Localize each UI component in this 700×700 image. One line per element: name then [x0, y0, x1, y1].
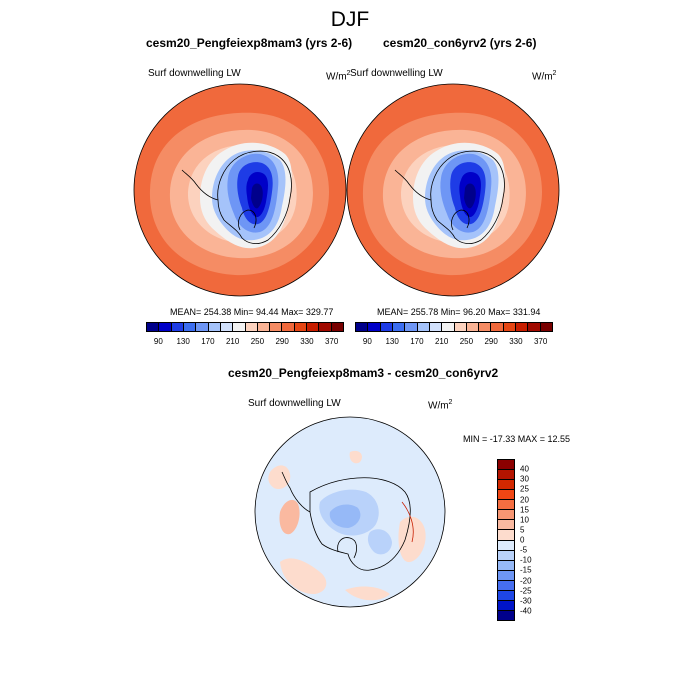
colorbar-swatch — [196, 323, 209, 331]
colorbar-tick-label: 170 — [201, 337, 215, 346]
colorbar-swatch — [417, 323, 430, 331]
colorbar-tick-label: 15 — [520, 505, 529, 515]
colorbar-swatch — [282, 323, 295, 331]
colorbar-swatch — [171, 323, 184, 331]
colorbar-swatch — [498, 590, 514, 601]
colorbar-swatch — [466, 323, 480, 331]
colorbar-swatch — [245, 323, 258, 331]
colorbar-tick-label: 290 — [275, 337, 289, 346]
colorbar-swatch — [528, 323, 541, 331]
colorbar-swatch — [220, 323, 234, 331]
left-colorbar — [146, 322, 344, 332]
colorbar-tick-label: 290 — [484, 337, 498, 346]
colorbar-swatch — [368, 323, 381, 331]
colorbar-tick-label: 30 — [520, 474, 529, 484]
colorbar-swatch — [270, 323, 283, 331]
right-units: W/m2 — [532, 70, 557, 83]
colorbar-swatch — [491, 323, 504, 331]
colorbar-tick-label: 330 — [509, 337, 523, 346]
colorbar-swatch — [257, 323, 271, 331]
colorbar-swatch — [498, 480, 514, 491]
colorbar-tick-label: 370 — [324, 337, 339, 346]
colorbar-tick-label: 20 — [520, 495, 529, 504]
colorbar-tick-label: 170 — [410, 337, 424, 346]
colorbar-swatch — [498, 470, 514, 481]
left-units: W/m2 — [326, 70, 351, 83]
diff-field-label: Surf downwelling LW — [248, 398, 341, 409]
colorbar-swatch — [294, 323, 308, 331]
colorbar-swatch — [498, 550, 514, 561]
right-stats: MEAN= 255.78 Min= 96.20 Max= 331.94 — [377, 307, 541, 317]
colorbar-swatch — [479, 323, 492, 331]
colorbar-tick-label: 250 — [250, 337, 265, 346]
right-field-label: Surf downwelling LW — [350, 68, 443, 79]
colorbar-swatch — [442, 323, 455, 331]
diff-units: W/m2 — [428, 399, 453, 412]
colorbar-swatch — [183, 323, 197, 331]
diff-panel-heading: cesm20_Pengfeiexp8mam3 - cesm20_con6yrv2 — [228, 366, 499, 380]
colorbar-swatch — [516, 323, 529, 331]
colorbar-swatch — [331, 323, 343, 331]
colorbar-swatch — [498, 570, 514, 581]
left-panel-heading: cesm20_Pengfeiexp8mam3 (yrs 2-6) — [146, 36, 353, 50]
colorbar-swatch — [405, 323, 418, 331]
figure-title: DJF — [330, 8, 370, 31]
colorbar-swatch — [429, 323, 443, 331]
colorbar-tick-label: 10 — [520, 515, 529, 525]
colorbar-tick-label: -25 — [520, 586, 532, 596]
colorbar-swatch — [319, 323, 332, 331]
colorbar-swatch — [392, 323, 406, 331]
right-map — [346, 83, 560, 297]
colorbar-tick-label: 250 — [459, 337, 474, 346]
colorbar-swatch — [159, 323, 172, 331]
colorbar-tick-label: -15 — [520, 565, 532, 575]
colorbar-swatch — [498, 520, 514, 531]
colorbar-swatch — [498, 580, 514, 591]
left-stats: MEAN= 254.38 Min= 94.44 Max= 329.77 — [170, 307, 334, 317]
colorbar-swatch — [498, 600, 514, 611]
colorbar-swatch — [307, 323, 320, 331]
colorbar-swatch — [498, 510, 514, 521]
colorbar-tick-label: 90 — [153, 337, 163, 346]
colorbar-swatch — [498, 560, 514, 571]
diff-colorbar — [497, 459, 515, 621]
left-field-label: Surf downwelling LW — [148, 68, 241, 79]
colorbar-tick-label: -20 — [520, 576, 532, 585]
colorbar-swatch — [356, 323, 369, 331]
colorbar-swatch — [498, 460, 514, 471]
left-map — [133, 83, 347, 297]
colorbar-tick-label: -40 — [520, 606, 532, 616]
right-colorbar — [355, 322, 553, 332]
colorbar-swatch — [498, 610, 514, 620]
colorbar-tick-label: 130 — [176, 337, 190, 346]
colorbar-tick-label: 330 — [300, 337, 314, 346]
colorbar-tick-label: -30 — [520, 596, 532, 606]
right-panel-heading: cesm20_con6yrv2 (yrs 2-6) — [383, 36, 537, 50]
colorbar-swatch — [380, 323, 393, 331]
colorbar-swatch — [498, 540, 514, 551]
colorbar-tick-label: 0 — [520, 535, 525, 545]
diff-map — [254, 416, 446, 608]
colorbar-swatch — [498, 500, 514, 511]
colorbar-tick-label: 130 — [385, 337, 399, 346]
colorbar-tick-label: 370 — [533, 337, 548, 346]
colorbar-swatch — [498, 490, 514, 501]
colorbar-tick-label: 210 — [434, 337, 449, 346]
colorbar-tick-label: -10 — [520, 555, 532, 565]
colorbar-swatch — [208, 323, 221, 331]
colorbar-swatch — [503, 323, 517, 331]
colorbar-tick-label: 40 — [520, 464, 529, 474]
colorbar-swatch — [540, 323, 552, 331]
colorbar-tick-label: 210 — [225, 337, 240, 346]
colorbar-swatch — [147, 323, 160, 331]
diff-stats: MIN = -17.33 MAX = 12.55 — [463, 434, 571, 444]
colorbar-swatch — [233, 323, 246, 331]
colorbar-tick-label: 25 — [520, 484, 529, 494]
colorbar-swatch — [498, 530, 514, 541]
colorbar-swatch — [454, 323, 467, 331]
colorbar-tick-label: 5 — [520, 525, 525, 535]
colorbar-tick-label: 90 — [362, 337, 372, 346]
colorbar-tick-label: -5 — [520, 545, 528, 555]
